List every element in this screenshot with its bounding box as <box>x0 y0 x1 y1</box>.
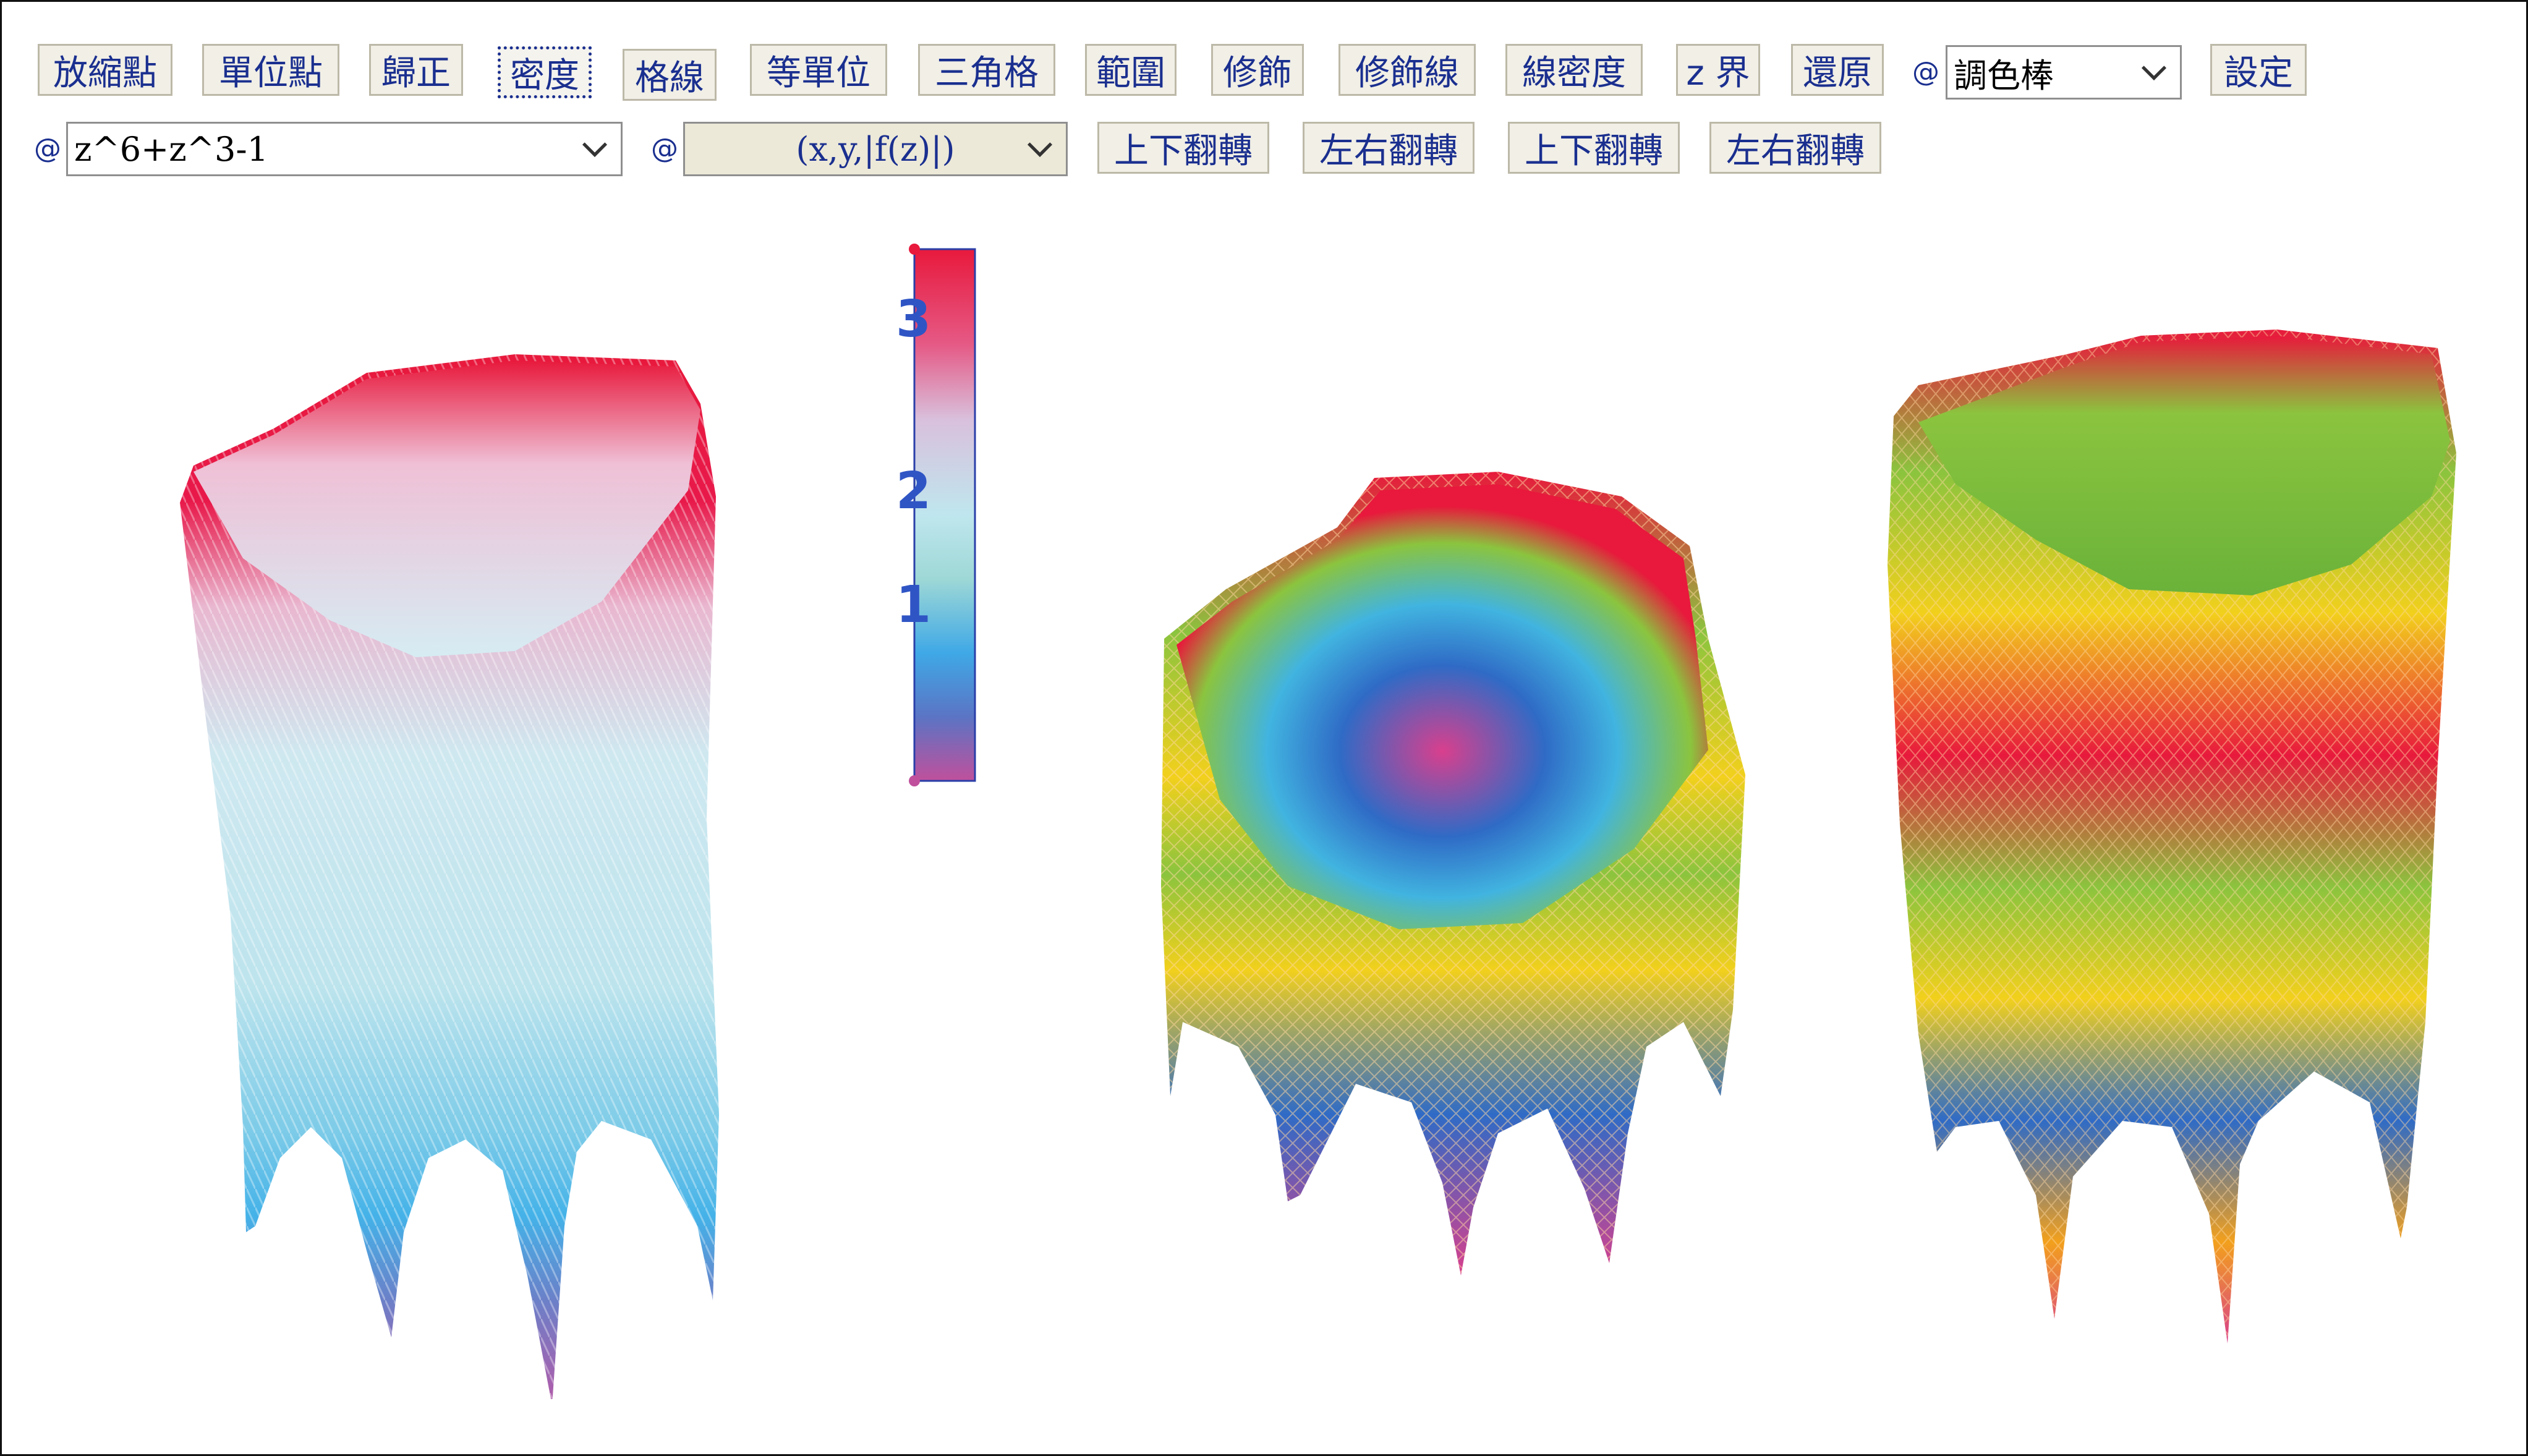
refine-button[interactable]: 修飾 <box>1211 44 1304 96</box>
zoom-point-button[interactable]: 放縮點 <box>38 44 172 96</box>
mode-select[interactable]: (x,y,|f(z)|) <box>683 122 1068 176</box>
chevron-down-icon <box>1027 142 1053 158</box>
at-label-function: @ <box>34 133 61 164</box>
density-button[interactable]: 密度 <box>498 46 592 98</box>
flip-vertical-button-2[interactable]: 上下翻轉 <box>1508 122 1680 174</box>
z-bound-button[interactable]: z 界 <box>1676 44 1760 96</box>
flip-horizontal-button[interactable]: 左右翻轉 <box>1303 122 1475 174</box>
function-select[interactable]: z^6+z^3-1 <box>66 122 623 176</box>
palette-select[interactable]: 調色棒 <box>1946 45 2182 100</box>
unit-point-button[interactable]: 單位點 <box>202 44 339 96</box>
function-select-value: z^6+z^3-1 <box>74 129 268 169</box>
line-density-button[interactable]: 線密度 <box>1505 44 1643 96</box>
triangle-grid-button[interactable]: 三角格 <box>918 44 1055 96</box>
palette-select-value: 調色棒 <box>1954 56 2054 95</box>
flip-horizontal-button-2[interactable]: 左右翻轉 <box>1709 122 1881 174</box>
colorbar-label-3: 3 <box>896 290 932 349</box>
normalize-button[interactable]: 歸正 <box>369 44 463 96</box>
range-button[interactable]: 範圍 <box>1085 44 1177 96</box>
restore-button[interactable]: 還原 <box>1791 44 1884 96</box>
surface-plot-rainbow-a <box>1161 472 1745 1275</box>
gridlines-button[interactable]: 格線 <box>623 49 717 101</box>
at-label: @ <box>1912 56 1939 88</box>
colorbar-label-2: 2 <box>896 462 932 521</box>
chevron-down-icon <box>582 142 608 158</box>
colorbar-label-1: 1 <box>896 576 932 634</box>
chevron-down-icon <box>2141 66 2167 81</box>
refine-lines-button[interactable]: 修飾線 <box>1338 44 1476 96</box>
settings-button[interactable]: 設定 <box>2210 44 2307 96</box>
at-label-mode: @ <box>651 133 678 164</box>
surface-plot-rainbow-b <box>1887 330 2456 1343</box>
flip-vertical-button[interactable]: 上下翻轉 <box>1097 122 1269 174</box>
surface-plot-gradient <box>180 354 719 1399</box>
mode-select-value: (x,y,|f(z)|) <box>796 129 955 169</box>
color-bar <box>909 244 976 786</box>
equal-unit-button[interactable]: 等單位 <box>750 44 887 96</box>
